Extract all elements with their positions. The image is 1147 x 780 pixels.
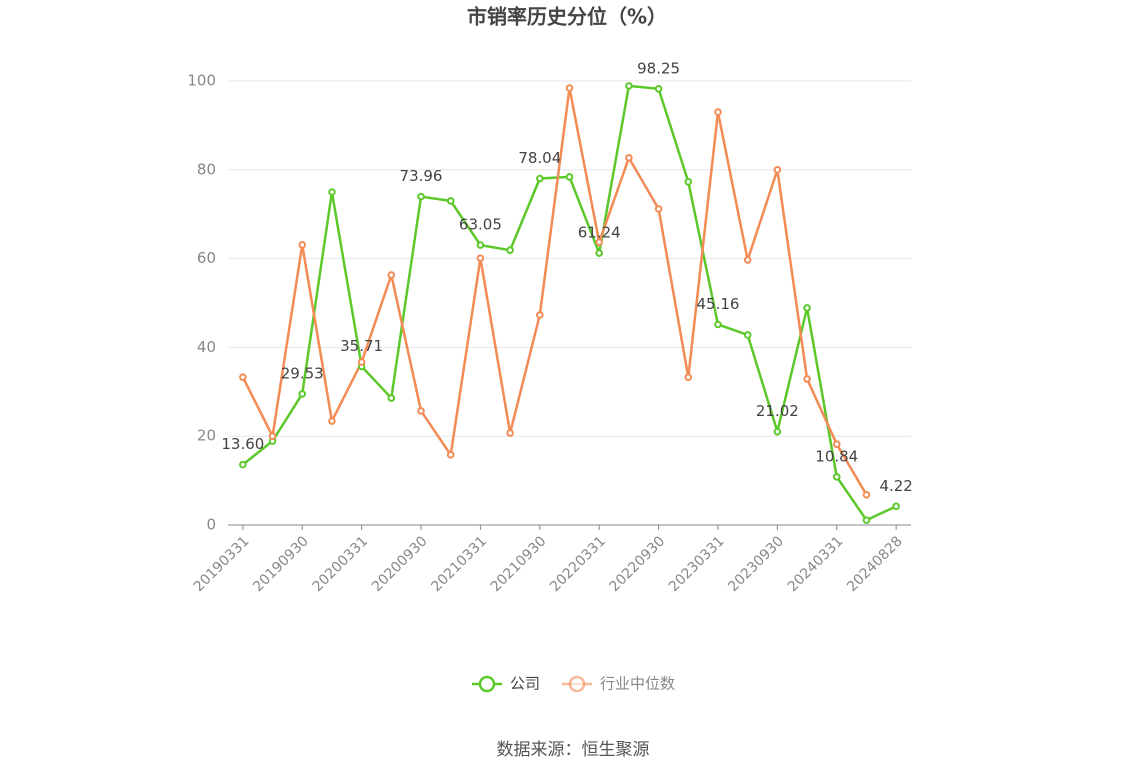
data-point <box>298 390 307 398</box>
x-tick-label: 20200930 <box>369 533 431 595</box>
data-point <box>684 373 693 381</box>
data-point <box>506 246 514 254</box>
data-point <box>239 373 247 381</box>
data-point <box>476 241 485 249</box>
data-point <box>565 84 574 92</box>
data-point <box>446 451 455 459</box>
data-point <box>565 173 574 181</box>
x-tick-label: 20200331 <box>310 533 372 595</box>
data-label: 61.24 <box>578 224 621 242</box>
legend-marker <box>568 675 586 693</box>
data-point <box>803 304 811 312</box>
data-point <box>417 407 425 415</box>
data-label: 98.25 <box>637 59 680 77</box>
data-point <box>714 320 722 329</box>
data-point <box>862 491 871 499</box>
y-tick-label: 20 <box>197 427 216 445</box>
data-point <box>328 188 336 196</box>
series-line <box>242 84 897 522</box>
data-point <box>595 249 603 257</box>
data-label: 13.60 <box>221 435 264 453</box>
data-point <box>654 84 663 93</box>
data-point <box>743 256 752 264</box>
data-point <box>714 108 722 116</box>
data-point <box>476 254 485 262</box>
chart-title: 市销率历史分位（%） <box>467 5 667 29</box>
data-point <box>298 241 307 249</box>
data-label: 78.04 <box>518 149 561 167</box>
data-label: 29.53 <box>281 364 324 382</box>
data-label: 45.16 <box>697 295 740 313</box>
data-point <box>506 429 514 437</box>
x-tick-label: 20220331 <box>547 533 609 595</box>
legend-label: 公司 <box>510 675 540 693</box>
data-point <box>892 502 900 511</box>
y-tick-label: 40 <box>197 338 216 356</box>
data-point <box>595 238 603 246</box>
data-label: 63.05 <box>459 216 502 234</box>
data-point <box>387 271 396 279</box>
data-point <box>268 432 277 441</box>
y-tick-label: 100 <box>187 72 216 90</box>
data-label: 21.02 <box>756 402 799 420</box>
y-tick-label: 0 <box>206 516 216 534</box>
data-point <box>862 516 871 524</box>
data-point <box>239 460 247 469</box>
x-tick-label: 20240331 <box>785 533 847 595</box>
x-tick-label: 20220930 <box>607 533 669 595</box>
data-label: 10.84 <box>815 447 858 465</box>
data-label: 4.22 <box>879 477 912 495</box>
y-tick-label: 80 <box>197 160 216 178</box>
source-note: 数据来源：恒生聚源 <box>497 740 650 760</box>
data-point <box>357 358 366 366</box>
data-point <box>743 331 752 339</box>
x-tick-label: 20190930 <box>250 533 312 595</box>
x-tick-label: 20240828 <box>844 533 906 595</box>
data-point <box>654 205 663 213</box>
data-point <box>536 174 544 183</box>
x-tick-label: 20210930 <box>488 533 550 595</box>
data-point <box>773 427 782 436</box>
x-tick-label: 20190331 <box>191 533 253 595</box>
legend-label: 行业中位数 <box>600 675 675 693</box>
data-point <box>684 177 693 186</box>
data-point <box>387 394 396 402</box>
data-label: 35.71 <box>340 337 383 355</box>
data-point <box>417 192 425 201</box>
data-point <box>625 154 633 162</box>
data-point <box>832 473 841 481</box>
series-line <box>241 87 868 496</box>
data-point <box>328 417 336 425</box>
data-point <box>446 197 455 205</box>
data-point <box>832 440 841 448</box>
data-point <box>803 375 811 383</box>
y-tick-label: 60 <box>197 249 216 267</box>
data-point <box>536 311 544 319</box>
x-tick-label: 20230331 <box>666 533 728 595</box>
x-tick-label: 20230930 <box>725 533 787 595</box>
data-point <box>773 166 782 174</box>
legend-marker <box>478 675 496 693</box>
x-tick-label: 20210331 <box>428 533 490 595</box>
data-point <box>625 82 633 90</box>
data-label: 73.96 <box>400 167 443 185</box>
